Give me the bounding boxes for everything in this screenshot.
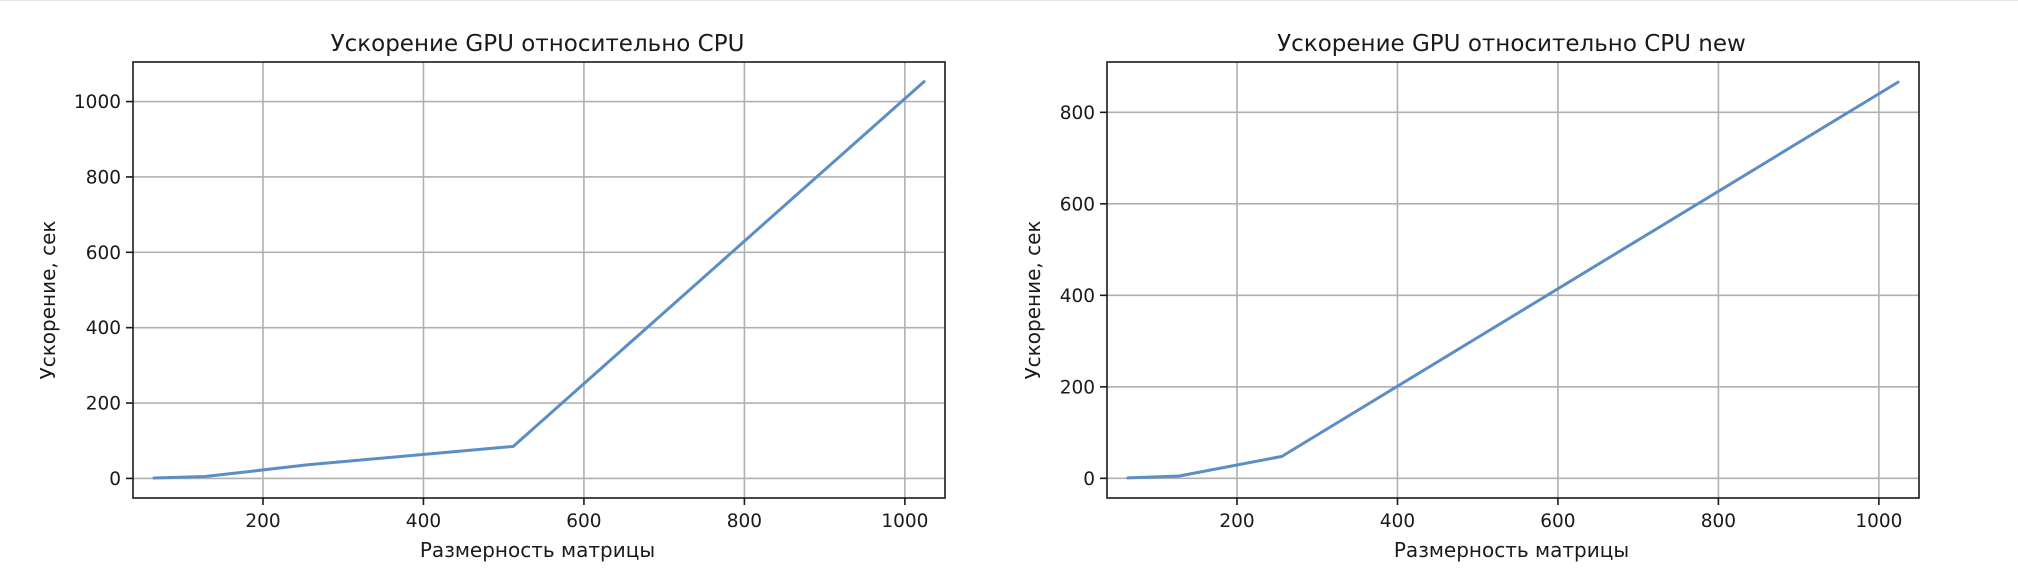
y-tick-label: 400	[86, 318, 121, 339]
y-tick-label: 200	[1060, 377, 1095, 398]
x-tick-label: 200	[245, 511, 280, 532]
x-axis-label: Размерность матрицы	[420, 538, 655, 562]
x-tick-label: 600	[1540, 511, 1575, 532]
chart-title: Ускорение GPU относительно CPU	[331, 31, 745, 57]
x-tick-label: 400	[1380, 511, 1415, 532]
x-tick-label: 600	[566, 511, 601, 532]
y-tick-label: 200	[86, 394, 121, 415]
x-tick-label: 400	[406, 511, 441, 532]
y-tick-label: 600	[1060, 194, 1095, 215]
chart-left: Ускорение GPU относительно CPU Размернос…	[36, 31, 946, 562]
y-axis-label: Ускорение, сек	[1021, 221, 1045, 380]
plot-frame	[1106, 61, 1920, 499]
y-tick-label: 1000	[74, 92, 121, 113]
series-line	[1126, 80, 1900, 480]
y-tick-label: 400	[1060, 286, 1095, 307]
y-tick-label: 0	[1083, 469, 1095, 490]
x-tick-label: 1000	[1855, 511, 1902, 532]
y-tick-label: 600	[86, 243, 121, 264]
y-tick-label: 800	[1060, 103, 1095, 124]
y-tick-label: 800	[86, 167, 121, 188]
x-axis-label: Размерность матрицы	[1394, 538, 1629, 562]
chart-title: Ускорение GPU относительно CPU new	[1277, 31, 1746, 57]
y-axis-label: Ускорение, сек	[36, 221, 60, 380]
plot-frame	[132, 61, 946, 499]
series-line	[152, 80, 926, 480]
chart-right: Ускорение GPU относительно CPU new Разме…	[1021, 31, 1920, 562]
y-tick-label: 0	[109, 469, 121, 490]
x-tick-label: 200	[1219, 511, 1254, 532]
top-rule	[0, 0, 2018, 1]
x-tick-label: 800	[727, 511, 762, 532]
x-tick-label: 800	[1701, 511, 1736, 532]
x-tick-label: 1000	[881, 511, 928, 532]
